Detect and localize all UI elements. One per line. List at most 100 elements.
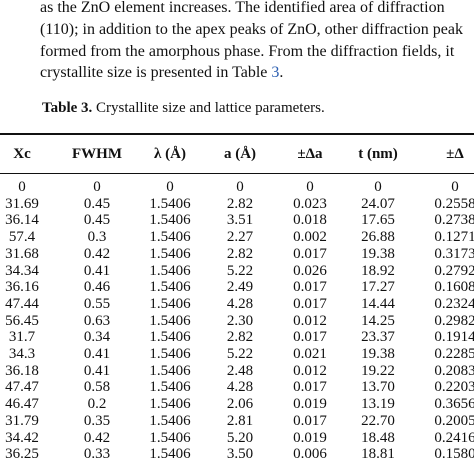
table-cell: 26.88 bbox=[361, 229, 395, 246]
table-caption: Table 3. Crystallite size and lattice pa… bbox=[42, 100, 325, 117]
table-cell: 0.2203 bbox=[434, 379, 474, 396]
table-cell: 0.42 bbox=[83, 245, 111, 262]
table-cell: 0.018 bbox=[293, 212, 327, 229]
table-cell: 0.1271 bbox=[434, 229, 474, 246]
table-cell: 0.42 bbox=[83, 429, 111, 446]
table-cell: 0.017 bbox=[293, 279, 327, 296]
table-cell: 0.026 bbox=[293, 262, 327, 279]
table-cell: 34.3 bbox=[8, 346, 36, 362]
table-cell: 0.021 bbox=[293, 346, 327, 362]
table-cell: 23.37 bbox=[361, 329, 395, 346]
table-cell: 0.006 bbox=[293, 446, 327, 463]
column-header: t (nm) bbox=[358, 146, 398, 162]
paragraph-line: crystallite size is presented in Table 3… bbox=[40, 63, 283, 83]
table-cell: 5.20 bbox=[226, 429, 254, 446]
table-cell: 19.22 bbox=[361, 362, 395, 379]
table-cell: 2.82 bbox=[226, 195, 254, 212]
column-header: ±Δa bbox=[297, 146, 323, 162]
table-cell: 0.2416 bbox=[434, 429, 474, 446]
table-cell: 1.5406 bbox=[149, 212, 191, 229]
column-header: Xc bbox=[13, 146, 31, 162]
table-cell: 1.5406 bbox=[149, 195, 191, 212]
table-cell: 0 bbox=[451, 179, 459, 195]
table-cell: 0.017 bbox=[293, 329, 327, 346]
table-cell: 0.2285 bbox=[434, 346, 474, 362]
table-cell: 1.5406 bbox=[149, 245, 191, 262]
table-cell: 0.2324 bbox=[434, 295, 474, 312]
table-cell: 0.41 bbox=[83, 362, 111, 379]
table-cell: 2.82 bbox=[226, 329, 254, 346]
table-cell: 0.45 bbox=[83, 195, 111, 212]
table-cell: 2.82 bbox=[226, 245, 254, 262]
table-cell: 0 bbox=[306, 179, 314, 195]
table-cell: 3.50 bbox=[226, 446, 254, 463]
table-cell: 1.5406 bbox=[149, 229, 191, 246]
table-cell: 13.19 bbox=[361, 396, 395, 413]
table-cell: 0.2982 bbox=[434, 312, 474, 329]
table-cell: 0 bbox=[236, 179, 244, 195]
table-cell: 0.2738 bbox=[434, 212, 474, 229]
table-cell: 0.012 bbox=[293, 362, 327, 379]
table-cell: 0 bbox=[18, 179, 26, 195]
table-cell: 0.1608 bbox=[434, 279, 474, 296]
table-cell: 0.2792 bbox=[434, 262, 474, 279]
table-cell: 0.3173 bbox=[434, 245, 474, 262]
table-cell: 0.023 bbox=[293, 195, 327, 212]
table-cell: 31.68 bbox=[5, 245, 39, 262]
table-cell: 0.55 bbox=[83, 295, 111, 312]
column-header: λ (Å) bbox=[154, 146, 186, 162]
table-cell: 0 bbox=[93, 179, 101, 195]
caption-text: Crystallite size and lattice parameters. bbox=[96, 100, 325, 116]
table-cell: 0.46 bbox=[83, 279, 111, 296]
table-cell: 0.017 bbox=[293, 295, 327, 312]
table-cell: 19.38 bbox=[361, 346, 395, 362]
table-cell: 18.92 bbox=[361, 262, 395, 279]
paragraph-line: formed from the amorphous phase. From th… bbox=[40, 43, 455, 60]
table-cell: 14.25 bbox=[361, 312, 395, 329]
column-header: a (Å) bbox=[223, 146, 257, 162]
table-cell: 1.5406 bbox=[149, 429, 191, 446]
table-cell: 17.27 bbox=[361, 279, 395, 296]
table-cell: 0.3656 bbox=[434, 396, 474, 413]
table-cell: 13.70 bbox=[361, 379, 395, 396]
table-cell: 24.07 bbox=[361, 195, 395, 212]
table-cell: 0.41 bbox=[83, 262, 111, 279]
table-cell: 0.41 bbox=[83, 346, 111, 362]
table-cell: 0.2 bbox=[87, 396, 107, 413]
table-cell: 0.35 bbox=[83, 412, 111, 429]
table-cell: 34.42 bbox=[5, 429, 39, 446]
table-cell: 0.3 bbox=[87, 229, 107, 246]
table-cell: 5.22 bbox=[226, 346, 254, 362]
table-cell: 0.34 bbox=[83, 329, 111, 346]
table-cell: 0.63 bbox=[83, 312, 111, 329]
table-cell: 0.58 bbox=[83, 379, 111, 396]
table-cell: 1.5406 bbox=[149, 279, 191, 296]
table-cell: 18.81 bbox=[361, 446, 395, 463]
table-cell: 1.5406 bbox=[149, 379, 191, 396]
table-cell: 2.27 bbox=[226, 229, 254, 246]
table-cell: 0.33 bbox=[83, 446, 111, 463]
table-cell: 1.5406 bbox=[149, 312, 191, 329]
table-cell: 1.5406 bbox=[149, 396, 191, 413]
table-cell: 1.5406 bbox=[149, 412, 191, 429]
table-cell: 1.5406 bbox=[149, 262, 191, 279]
table-cell: 46.47 bbox=[5, 396, 39, 413]
table-cell: 36.18 bbox=[5, 362, 39, 379]
table-cell: 34.34 bbox=[5, 262, 39, 279]
table-cell: 22.70 bbox=[361, 412, 395, 429]
table-cell: 17.65 bbox=[361, 212, 395, 229]
table-cell: 0.017 bbox=[293, 412, 327, 429]
table-cell: 14.44 bbox=[361, 295, 395, 312]
table-cell: 4.28 bbox=[226, 295, 254, 312]
table-reference[interactable]: 3 bbox=[271, 64, 280, 81]
table-cell: 2.49 bbox=[226, 279, 254, 296]
table-cell: 0.012 bbox=[293, 312, 327, 329]
table-cell: 47.44 bbox=[5, 295, 39, 312]
text: crystallite size is presented in Table bbox=[40, 64, 272, 81]
table-cell: 36.25 bbox=[5, 446, 39, 463]
table-cell: 31.69 bbox=[5, 195, 39, 212]
table-cell: 57.4 bbox=[8, 229, 36, 246]
table-cell: 0.019 bbox=[293, 396, 327, 413]
table-cell: 31.79 bbox=[5, 412, 39, 429]
